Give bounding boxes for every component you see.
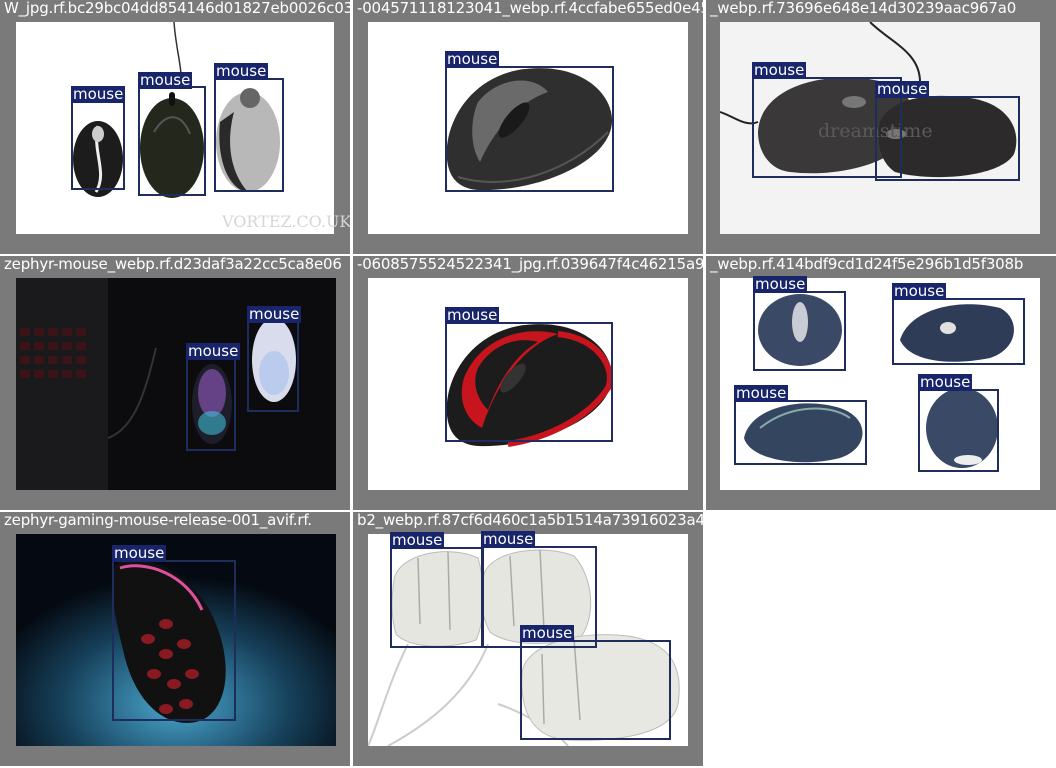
detection-label: mouse — [445, 50, 500, 68]
detection-box — [918, 389, 999, 472]
detection-box — [752, 77, 902, 178]
photo — [368, 22, 688, 234]
image-filename: zephyr-gaming-mouse-release-001_avif.rf. — [4, 512, 312, 529]
tile-5: mouse -0608575524522341_jpg.rf.039647f4c… — [353, 256, 703, 510]
detection-label: mouse — [138, 71, 193, 89]
photo — [720, 22, 1040, 234]
tile-2: mouse -004571118123041_webp.rf.4ccfabe65… — [353, 0, 703, 254]
photo — [368, 278, 688, 490]
detection-label: mouse — [520, 624, 575, 642]
detection-label: mouse — [214, 62, 269, 80]
detection-label: mouse — [734, 384, 789, 402]
detection-box — [445, 322, 613, 442]
detection-box — [753, 291, 846, 371]
photo — [16, 22, 334, 234]
detection-box — [892, 298, 1025, 365]
detection-box — [186, 358, 236, 451]
detection-box — [247, 321, 299, 412]
detection-label: mouse — [753, 275, 808, 293]
detection-label: mouse — [918, 373, 973, 391]
detection-box — [138, 86, 206, 196]
detection-box — [390, 547, 484, 648]
detection-label: mouse — [112, 544, 167, 562]
detection-label: mouse — [186, 342, 241, 360]
tile-6: mouse mouse mouse mouse _webp.rf.414bdf9… — [706, 256, 1056, 510]
detection-box — [520, 640, 671, 740]
image-filename: _webp.rf.73696e648e14d30239aac967a0 — [710, 0, 1017, 17]
detection-box — [214, 78, 284, 192]
watermark: VORTEZ.CO.UK — [222, 212, 350, 231]
tile-3: dreamstime mouse mouse _webp.rf.73696e64… — [706, 0, 1056, 254]
image-filename: W_jpg.rf.bc29bc04dd854146d01827eb0026c03… — [4, 0, 350, 17]
photo — [16, 534, 336, 746]
detection-label: mouse — [892, 282, 947, 300]
detection-box — [445, 66, 614, 192]
tile-1: VORTEZ.CO.UK mouse mouse mouse W_jpg.rf.… — [0, 0, 350, 254]
detection-label: mouse — [481, 530, 536, 548]
detection-box — [71, 101, 125, 190]
image-filename: zephyr-mouse_webp.rf.d23daf3a22cc5ca8e06 — [4, 256, 342, 273]
image-filename: b2_webp.rf.87cf6d460c1a5b1514a73916023a4 — [357, 512, 703, 529]
detection-box — [112, 560, 236, 721]
detection-box — [734, 400, 867, 465]
detection-label: mouse — [71, 85, 126, 103]
detection-box — [875, 96, 1020, 181]
detection-label: mouse — [247, 305, 302, 323]
detection-box — [481, 546, 597, 648]
image-filename: -004571118123041_webp.rf.4ccfabe655ed0e4… — [357, 0, 703, 17]
image-filename: -0608575524522341_jpg.rf.039647f4c46215a… — [357, 256, 703, 273]
detection-label: mouse — [445, 306, 500, 324]
tile-8: mouse mouse mouse b2_webp.rf.87cf6d460c1… — [353, 512, 703, 766]
tile-4: mouse mouse zephyr-mouse_webp.rf.d23daf3… — [0, 256, 350, 510]
tile-7: mouse zephyr-gaming-mouse-release-001_av… — [0, 512, 350, 766]
detection-label: mouse — [752, 61, 807, 79]
detection-label: mouse — [875, 80, 930, 98]
detection-label: mouse — [390, 531, 445, 549]
image-filename: _webp.rf.414bdf9cd1d24f5e296b1d5f308b — [710, 256, 1024, 273]
photo — [720, 278, 1040, 490]
